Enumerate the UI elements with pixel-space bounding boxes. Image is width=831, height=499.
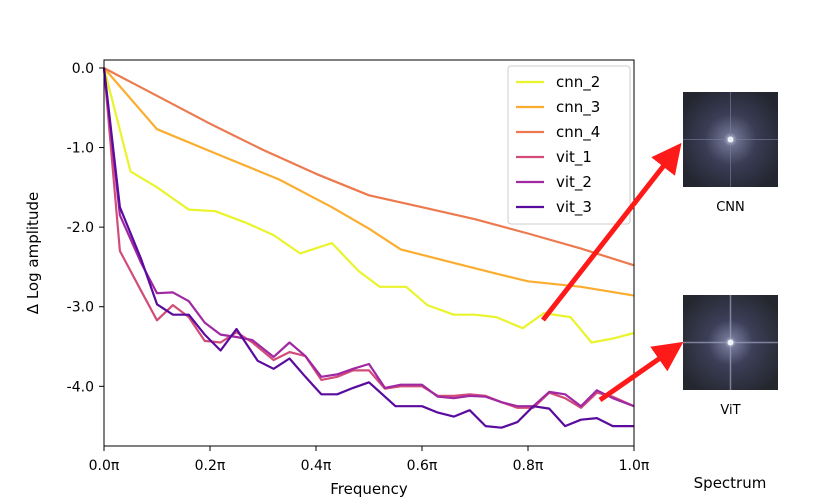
y-tick-label: -3.0 <box>67 300 94 316</box>
series-line-vit_3 <box>102 67 634 429</box>
legend-box <box>507 65 631 225</box>
legend-label-vit_2: vit_2 <box>556 173 592 192</box>
legend-label-cnn_3: cnn_3 <box>556 98 600 117</box>
x-tick-label: 0.0π <box>89 458 120 474</box>
plot-frame <box>103 59 635 447</box>
x-tick-label: 0.8π <box>513 458 544 474</box>
legend: cnn_2 cnn_3 cnn_4 vit_1 vit_2 vit_3 <box>507 65 631 225</box>
plot-area <box>102 67 635 429</box>
cnn-label: CNN <box>716 200 745 215</box>
x-tick-label: 1.0π <box>619 458 650 474</box>
vit-label: ViT <box>720 403 741 418</box>
y-tick-label: -4.0 <box>67 379 94 395</box>
y-axis-label: Δ Log amplitude <box>24 192 42 314</box>
legend-label-vit_3: vit_3 <box>556 198 592 217</box>
arrow-to-cnn <box>541 142 682 322</box>
x-axis-label: Frequency <box>330 480 408 498</box>
y-tick-label: -1.0 <box>67 141 94 157</box>
series-line-vit_2 <box>102 67 635 408</box>
series-line-cnn_4 <box>103 67 635 267</box>
y-tick-label: -2.0 <box>67 220 94 236</box>
x-tick-label: 0.4π <box>301 458 332 474</box>
series-line-cnn_3 <box>103 67 635 297</box>
cnn-spectrum-image <box>683 92 778 187</box>
vit-spectrum-image <box>683 295 778 390</box>
axes: 0.0π 0.2π 0.4π 0.6π 0.8π 1.0π 0.0 -1.0 -2.0 -3.0 -… <box>24 59 650 498</box>
legend-label-vit_1: vit_1 <box>556 148 592 167</box>
legend-label-cnn_4: cnn_4 <box>556 123 600 142</box>
x-tick-label: 0.2π <box>195 458 226 474</box>
y-tick-label: 0.0 <box>72 61 94 77</box>
arrow-to-vit <box>598 341 684 403</box>
spectrum-label: Spectrum <box>693 474 767 492</box>
series-line-cnn_2 <box>102 67 635 344</box>
legend-label-cnn_2: cnn_2 <box>556 73 600 92</box>
x-tick-label: 0.6π <box>407 458 438 474</box>
